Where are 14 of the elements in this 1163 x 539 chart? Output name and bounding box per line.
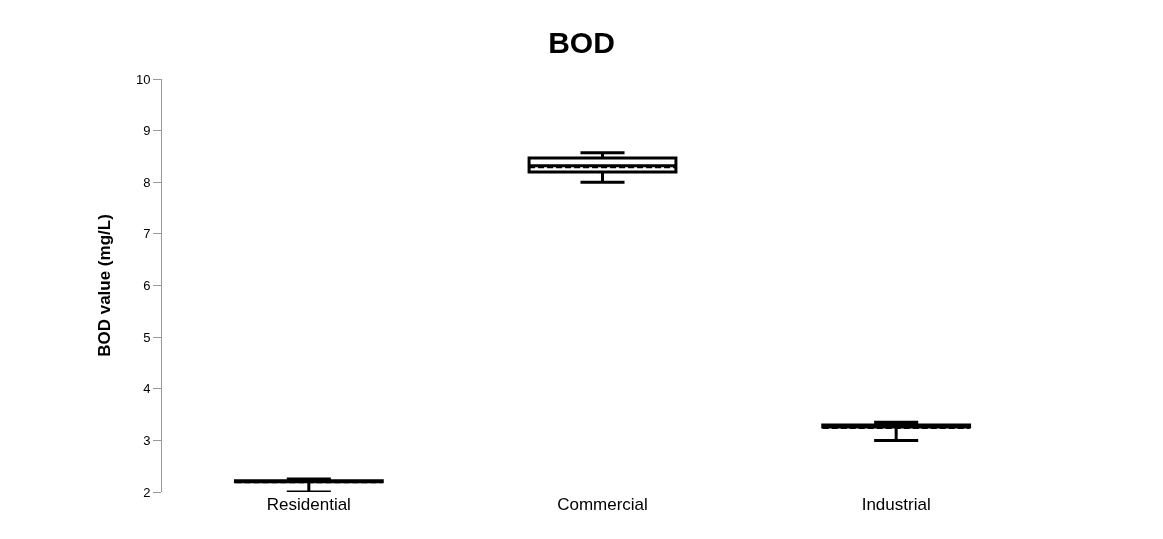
x-tick-label: Residential — [266, 495, 351, 514]
y-tick-label: 6 — [143, 278, 151, 294]
y-tick-label: 8 — [143, 174, 151, 190]
y-tick-label: 7 — [143, 226, 151, 242]
y-tick-label: 4 — [143, 381, 151, 397]
y-axis-title: BOD value (mg/L) — [95, 214, 115, 357]
x-tick-label: Industrial — [861, 495, 931, 514]
y-tick-label: 2 — [143, 484, 151, 500]
chart-title: BOD — [548, 26, 615, 60]
y-tick-label: 9 — [143, 123, 151, 139]
y-tick-label: 10 — [135, 71, 151, 87]
y-tick-label: 5 — [143, 329, 151, 345]
x-tick-label: Commercial — [557, 495, 648, 514]
y-tick-label: 3 — [143, 432, 151, 448]
